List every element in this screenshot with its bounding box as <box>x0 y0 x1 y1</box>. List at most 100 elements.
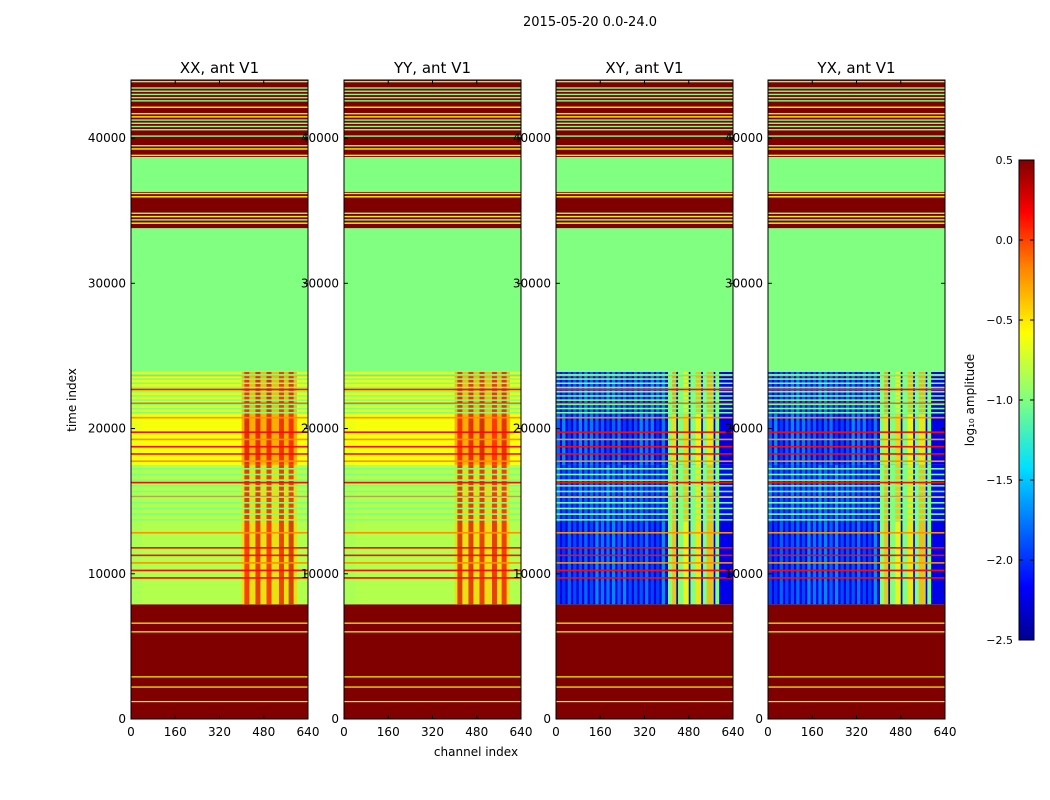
channel-stripe <box>812 464 817 522</box>
colorbar-tick-label: −0.5 <box>986 314 1013 327</box>
flag-line <box>131 562 308 564</box>
flag-line <box>556 374 733 376</box>
channel-stripe <box>807 371 811 415</box>
channel-stripe <box>851 464 855 522</box>
flag-line <box>131 481 308 484</box>
stripe-line <box>344 145 521 147</box>
flag-line <box>556 622 733 624</box>
region-band <box>768 156 945 192</box>
flag-line <box>344 686 521 688</box>
y-tick-label: 30000 <box>513 276 551 290</box>
flag-line <box>556 402 733 405</box>
stripe-line <box>768 215 945 218</box>
flag-line <box>768 507 945 510</box>
channel-stripe <box>768 371 772 415</box>
channel-stripe <box>611 371 616 415</box>
channel-stripe <box>829 371 833 415</box>
flag-line <box>768 562 945 564</box>
flag-line <box>556 569 733 572</box>
flag-line <box>556 431 733 433</box>
flag-line <box>556 460 733 463</box>
panel-3: XY, ant V1 0 160 320 480 640 0 10000 20000 30000 4… <box>513 59 745 739</box>
flag-line <box>344 411 521 414</box>
channel-stripe <box>768 464 772 522</box>
channel-stripe <box>801 464 806 522</box>
flag-line <box>131 700 308 703</box>
rfi-gap <box>900 464 903 522</box>
channel-stripe <box>573 464 577 522</box>
channel-stripe <box>840 464 844 522</box>
flag-line <box>131 547 308 549</box>
channel-stripe <box>562 371 566 415</box>
flag-line <box>556 468 733 470</box>
channel-stripe <box>639 371 643 415</box>
flag-line <box>344 496 521 498</box>
flag-line <box>131 479 308 481</box>
flag-line <box>556 485 733 487</box>
flag-line <box>131 445 308 448</box>
stripe-line <box>768 106 945 108</box>
channel-stripe <box>661 464 665 522</box>
colorbar-tick-label: −1.5 <box>986 474 1013 487</box>
x-tick-label: 640 <box>722 725 745 739</box>
rfi-channel <box>288 371 294 415</box>
channel-stripe <box>823 464 828 522</box>
channel-stripe <box>567 464 571 522</box>
y-tick-label: 10000 <box>301 567 339 581</box>
flag-line <box>344 382 521 385</box>
stripe-line <box>768 100 945 102</box>
channel-stripe <box>600 464 605 522</box>
flag-line <box>768 378 945 380</box>
channel-stripe <box>556 464 560 522</box>
y-tick-label: 20000 <box>301 422 339 436</box>
stripe-line <box>131 215 308 218</box>
stripe-line <box>344 135 521 137</box>
rfi-channel <box>501 464 507 522</box>
channel-stripe <box>650 371 654 415</box>
flag-line <box>344 479 521 481</box>
stripe-line <box>768 145 945 147</box>
flag-line <box>556 481 733 484</box>
y-tick-label: 0 <box>118 712 126 726</box>
stripe-line <box>768 90 945 92</box>
rfi-gap <box>888 371 890 415</box>
stripe-line <box>131 122 308 124</box>
stripe-line <box>556 112 733 115</box>
band-edge <box>344 464 356 522</box>
rfi-gap <box>701 371 703 415</box>
stripe-line <box>344 93 521 96</box>
stripe-line <box>556 192 733 195</box>
x-tick-label: 0 <box>764 725 772 739</box>
flag-line <box>556 700 733 703</box>
flag-line <box>768 402 945 405</box>
stripe-line <box>344 112 521 115</box>
flag-line <box>556 438 733 441</box>
rfi-channel <box>491 371 497 415</box>
flag-line <box>556 479 733 481</box>
x-tick-label: 640 <box>510 725 533 739</box>
rfi-channel <box>706 464 713 522</box>
stripe-line <box>131 148 308 150</box>
flag-line <box>768 547 945 549</box>
flag-line <box>131 378 308 380</box>
stripe-line <box>344 125 521 128</box>
channel-stripe <box>639 464 643 522</box>
stripe-line <box>768 196 945 198</box>
channel-stripe <box>562 464 566 522</box>
flag-line <box>131 399 308 401</box>
stripe-line <box>344 215 521 218</box>
x-tick-label: 320 <box>421 725 444 739</box>
rfi-channel <box>683 464 690 522</box>
rfi-channel <box>278 371 284 415</box>
rfi-channel <box>244 371 250 415</box>
panel-2: YY, ant V1 0 160 320 480 640 0 10000 20000 30000 4… <box>301 59 533 739</box>
flag-line <box>556 502 733 504</box>
stripe-line <box>131 192 308 195</box>
rfi-channel <box>918 464 925 522</box>
rfi-channel <box>672 371 679 415</box>
rfi-channel <box>457 371 463 415</box>
y-tick-label: 30000 <box>301 276 339 290</box>
stripe-line <box>131 119 308 121</box>
flag-line <box>768 502 945 504</box>
